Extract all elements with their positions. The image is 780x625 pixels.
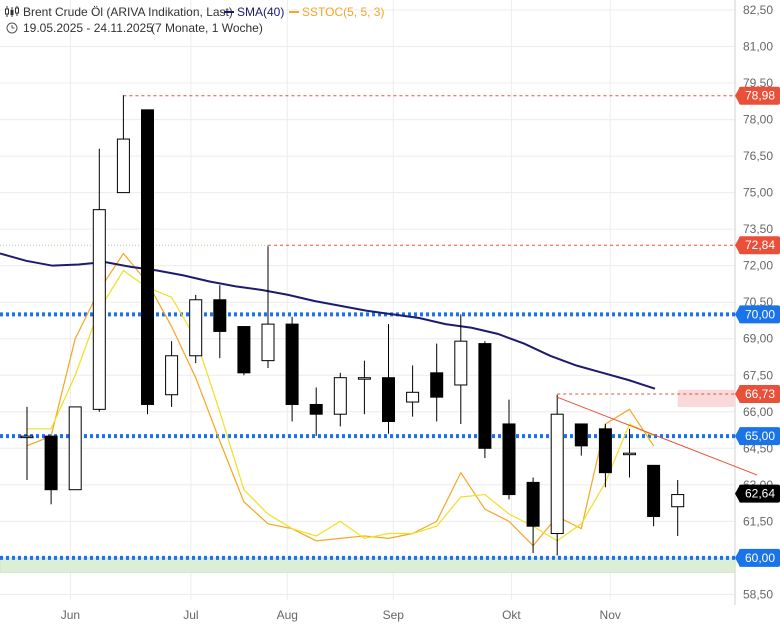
y-tick-label: 75,00: [743, 186, 773, 200]
price-label-box: [739, 427, 780, 446]
price-label-pointer: [735, 384, 740, 403]
price-label-box: [739, 236, 780, 255]
clock-icon: [6, 22, 18, 34]
y-tick-label: 82,50: [743, 3, 773, 17]
x-tick-label: Jul: [183, 608, 198, 622]
candle-body: [141, 109, 154, 405]
price-labels: 78,98 72,84 70,00 66,73 65,00 62,64 60,00: [735, 86, 780, 567]
candle-body: [213, 299, 227, 332]
candle-body: [623, 452, 636, 456]
x-axis-ticks: Jun Jul Aug Sep Okt Nov: [61, 608, 621, 622]
candle-body: [598, 428, 612, 474]
sma-legend-label: SMA(40): [237, 5, 284, 19]
candle-body: [478, 343, 492, 449]
y-tick-label: 76,50: [743, 149, 773, 163]
candle-body: [526, 481, 540, 527]
trendline: [557, 396, 758, 476]
y-tick-label: 73,50: [743, 222, 773, 236]
candle-body: [574, 423, 588, 447]
candle-body: [44, 435, 58, 491]
price-label-text: 62,64: [745, 487, 775, 501]
legend: Brent Crude Öl (ARIVA Indikation, Last) …: [5, 5, 384, 35]
support-zone: [0, 557, 736, 573]
candle-body: [285, 323, 299, 405]
x-tick-label: Aug: [277, 608, 298, 622]
candle-body: [116, 138, 130, 194]
price-label-blue: 60,00: [735, 548, 780, 567]
x-tick-label: Nov: [600, 608, 621, 622]
price-label-pointer: [735, 548, 740, 567]
price-label-text: 60,00: [745, 551, 775, 565]
price-label-box: [739, 86, 780, 105]
instrument-title: Brent Crude Öl (ARIVA Indikation, Last): [23, 5, 233, 19]
y-tick-label: 81,00: [743, 40, 773, 54]
price-label-text: 78,98: [745, 89, 775, 103]
y-tick-label: 66,00: [743, 405, 773, 419]
price-label-black: 62,64: [735, 484, 780, 503]
y-tick-label: 61,50: [743, 514, 773, 528]
y-tick-label: 79,50: [743, 76, 773, 90]
y-tick-label: 58,50: [743, 587, 773, 601]
y-tick-label: 72,00: [743, 259, 773, 273]
candle-body: [671, 494, 685, 508]
candle-body: [406, 391, 420, 403]
price-label-blue: 65,00: [735, 427, 780, 446]
price-label-pointer: [735, 305, 740, 324]
sstoc-k-line: [26, 252, 655, 547]
trendline-group: [557, 396, 758, 476]
price-label-box: [739, 384, 780, 403]
sstoc-legend-label: SSTOC(5, 5, 3): [302, 5, 384, 19]
sma-line: [0, 252, 656, 390]
resistance-zone: [677, 389, 735, 407]
y-tick-label: 78,00: [743, 113, 773, 127]
price-label-pointer: [735, 86, 740, 105]
candle-body: [502, 423, 516, 496]
x-tick-label: Okt: [502, 608, 521, 622]
chart-grid: [0, 0, 736, 605]
x-tick-label: Sep: [383, 608, 405, 622]
price-label-pointer: [735, 427, 740, 446]
candle-body: [550, 413, 564, 535]
price-label-box: [739, 305, 780, 324]
price-label-text: 65,00: [745, 429, 775, 443]
candle-body: [333, 377, 347, 415]
candle-body: [382, 377, 395, 423]
candle-body: [454, 340, 468, 386]
candle-body: [189, 299, 203, 357]
candle-body: [647, 464, 661, 517]
candle-body: [68, 406, 82, 491]
price-label-text: 70,00: [745, 307, 775, 321]
candle-body: [430, 372, 444, 398]
price-label-pointer: [735, 484, 740, 503]
candle-body: [357, 377, 371, 380]
y-tick-label: 67,50: [743, 368, 773, 382]
period-range: 19.05.2025 - 24.11.2025: [23, 21, 153, 35]
candle-body: [165, 355, 179, 396]
y-tick-label: 69,00: [743, 332, 773, 346]
price-label-red: 72,84: [735, 236, 780, 255]
candles: [20, 95, 685, 556]
price-label-box: [739, 548, 780, 567]
sma-line-group: [0, 252, 656, 390]
candle-body: [92, 209, 106, 410]
price-label-pointer: [735, 236, 740, 255]
price-label-text: 72,84: [745, 238, 775, 252]
chart-bands: [0, 389, 736, 573]
candle-body: [237, 326, 251, 374]
candlestick-icon: [5, 6, 19, 17]
price-label-box: [739, 484, 780, 503]
x-tick-label: Jun: [61, 608, 80, 622]
price-label-red: 66,73: [735, 384, 780, 403]
horizontal-levels: [0, 95, 735, 560]
price-label-text: 66,73: [745, 387, 775, 401]
candle-body: [309, 403, 323, 415]
sstoc-d-line: [27, 269, 654, 542]
price-label-red: 78,98: [735, 86, 780, 105]
sstoc-lines: [26, 252, 655, 547]
price-label-blue: 70,00: [735, 305, 780, 324]
candle-body: [20, 435, 34, 439]
period-note: (7 Monate, 1 Woche): [151, 21, 263, 35]
candle-body: [261, 323, 275, 362]
